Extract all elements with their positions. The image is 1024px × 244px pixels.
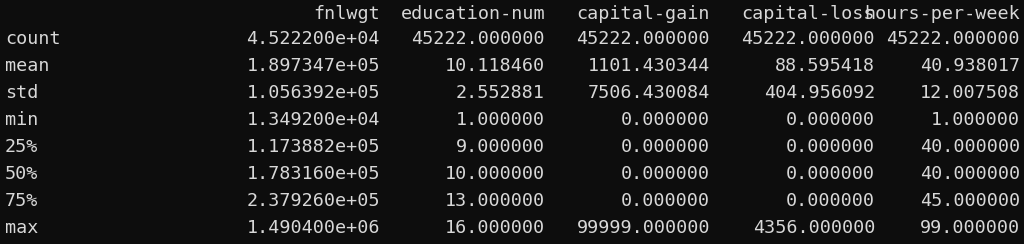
Text: 0.000000: 0.000000 bbox=[786, 111, 874, 129]
Text: hours-per-week: hours-per-week bbox=[864, 5, 1020, 23]
Text: 13.000000: 13.000000 bbox=[444, 192, 545, 210]
Text: std: std bbox=[5, 84, 38, 102]
Text: 45222.000000: 45222.000000 bbox=[887, 30, 1020, 48]
Text: capital-loss: capital-loss bbox=[741, 5, 874, 23]
Text: 4.522200e+04: 4.522200e+04 bbox=[247, 30, 380, 48]
Text: 9.000000: 9.000000 bbox=[456, 138, 545, 156]
Text: 10.118460: 10.118460 bbox=[444, 57, 545, 75]
Text: 1.000000: 1.000000 bbox=[456, 111, 545, 129]
Text: 10.000000: 10.000000 bbox=[444, 165, 545, 183]
Text: 99.000000: 99.000000 bbox=[920, 219, 1020, 237]
Text: fnlwgt: fnlwgt bbox=[313, 5, 380, 23]
Text: 99999.000000: 99999.000000 bbox=[577, 219, 710, 237]
Text: 75%: 75% bbox=[5, 192, 38, 210]
Text: 0.000000: 0.000000 bbox=[786, 165, 874, 183]
Text: max: max bbox=[5, 219, 38, 237]
Text: 40.000000: 40.000000 bbox=[920, 165, 1020, 183]
Text: 25%: 25% bbox=[5, 138, 38, 156]
Text: min: min bbox=[5, 111, 38, 129]
Text: 88.595418: 88.595418 bbox=[775, 57, 874, 75]
Text: 1.490400e+06: 1.490400e+06 bbox=[247, 219, 380, 237]
Text: 40.938017: 40.938017 bbox=[920, 57, 1020, 75]
Text: 0.000000: 0.000000 bbox=[621, 165, 710, 183]
Text: 1.000000: 1.000000 bbox=[931, 111, 1020, 129]
Text: 2.552881: 2.552881 bbox=[456, 84, 545, 102]
Text: 45222.000000: 45222.000000 bbox=[412, 30, 545, 48]
Text: 0.000000: 0.000000 bbox=[786, 138, 874, 156]
Text: 45222.000000: 45222.000000 bbox=[577, 30, 710, 48]
Text: 0.000000: 0.000000 bbox=[621, 138, 710, 156]
Text: 2.379260e+05: 2.379260e+05 bbox=[247, 192, 380, 210]
Text: 45.000000: 45.000000 bbox=[920, 192, 1020, 210]
Text: 45222.000000: 45222.000000 bbox=[741, 30, 874, 48]
Text: 40.000000: 40.000000 bbox=[920, 138, 1020, 156]
Text: 7506.430084: 7506.430084 bbox=[588, 84, 710, 102]
Text: 1.783160e+05: 1.783160e+05 bbox=[247, 165, 380, 183]
Text: 404.956092: 404.956092 bbox=[764, 84, 874, 102]
Text: 1101.430344: 1101.430344 bbox=[588, 57, 710, 75]
Text: 0.000000: 0.000000 bbox=[621, 192, 710, 210]
Text: 1.173882e+05: 1.173882e+05 bbox=[247, 138, 380, 156]
Text: 1.897347e+05: 1.897347e+05 bbox=[247, 57, 380, 75]
Text: 4356.000000: 4356.000000 bbox=[753, 219, 874, 237]
Text: 12.007508: 12.007508 bbox=[920, 84, 1020, 102]
Text: count: count bbox=[5, 30, 60, 48]
Text: education-num: education-num bbox=[400, 5, 545, 23]
Text: 0.000000: 0.000000 bbox=[786, 192, 874, 210]
Text: 16.000000: 16.000000 bbox=[444, 219, 545, 237]
Text: 1.056392e+05: 1.056392e+05 bbox=[247, 84, 380, 102]
Text: 0.000000: 0.000000 bbox=[621, 111, 710, 129]
Text: mean: mean bbox=[5, 57, 49, 75]
Text: 1.349200e+04: 1.349200e+04 bbox=[247, 111, 380, 129]
Text: 50%: 50% bbox=[5, 165, 38, 183]
Text: capital-gain: capital-gain bbox=[577, 5, 710, 23]
